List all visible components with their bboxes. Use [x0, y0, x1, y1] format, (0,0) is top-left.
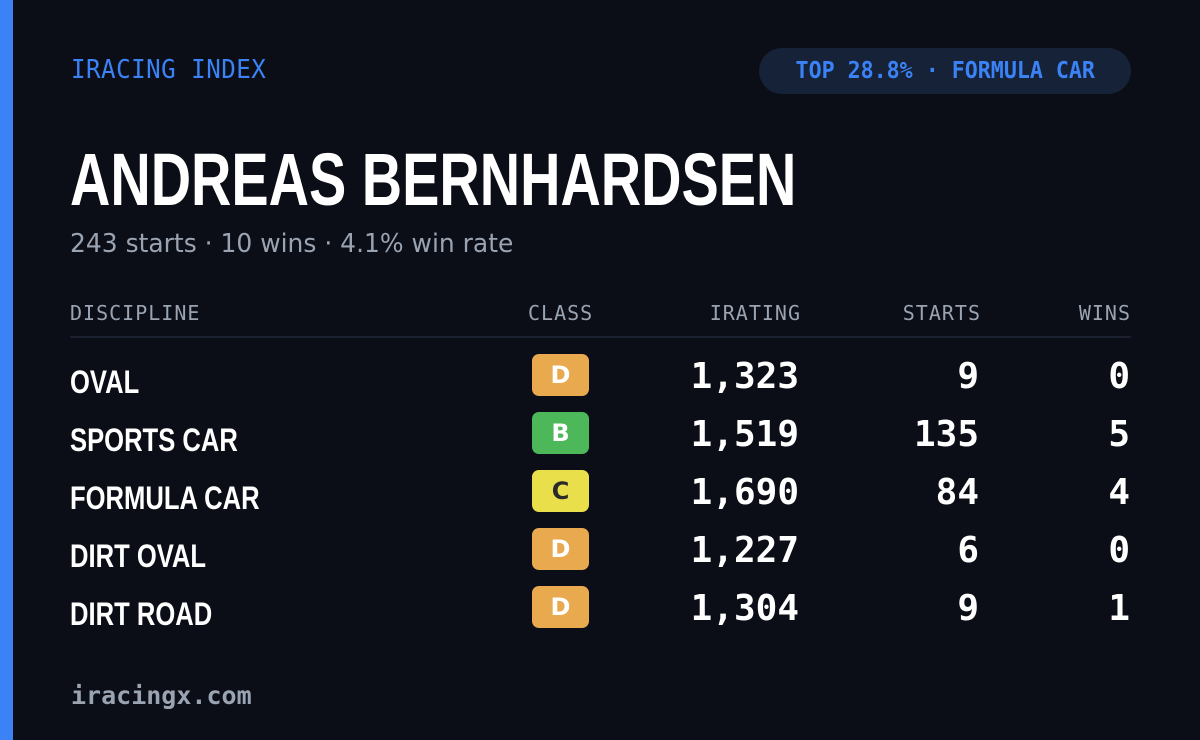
wins-value: 1 — [1108, 588, 1130, 629]
irating-value: 1,690 — [690, 472, 799, 513]
discipline-name: FORMULA CAR — [70, 480, 260, 516]
wins-value: 0 — [1108, 356, 1130, 397]
irating-value: 1,519 — [690, 414, 799, 455]
starts-value: 135 — [913, 414, 979, 455]
irating-value: 1,304 — [690, 588, 799, 629]
class-badge: C — [532, 470, 589, 512]
table-row: OVAL D 1,323 9 0 — [0, 354, 1200, 412]
discipline-name: DIRT ROAD — [70, 596, 213, 632]
class-badge: D — [532, 354, 589, 396]
header-irating: IRATING — [709, 301, 801, 325]
wins-value: 5 — [1108, 414, 1130, 455]
irating-value: 1,227 — [690, 530, 799, 571]
class-badge: D — [532, 586, 589, 628]
table-row: DIRT ROAD D 1,304 9 1 — [0, 586, 1200, 644]
header-class: CLASS — [528, 301, 594, 325]
discipline-name: SPORTS CAR — [70, 422, 238, 458]
starts-value: 6 — [957, 530, 979, 571]
wins-value: 0 — [1108, 530, 1130, 571]
table-row: SPORTS CAR B 1,519 135 5 — [0, 412, 1200, 470]
header-discipline: DISCIPLINE — [70, 301, 201, 325]
accent-bar — [0, 0, 13, 740]
class-badge: D — [532, 528, 589, 570]
brand-label: IRACING INDEX — [71, 55, 267, 85]
starts-value: 9 — [957, 356, 979, 397]
irating-value: 1,323 — [690, 356, 799, 397]
table-row: DIRT OVAL D 1,227 6 0 — [0, 528, 1200, 586]
driver-name: ANDREAS BERNHARDSEN — [70, 138, 797, 221]
discipline-name: DIRT OVAL — [70, 538, 207, 574]
footer-link[interactable]: iracingx.com — [71, 681, 252, 710]
header-divider — [70, 336, 1131, 338]
class-badge: B — [532, 412, 589, 454]
driver-summary: 243 starts · 10 wins · 4.1% win rate — [70, 229, 514, 259]
rank-pill-text: TOP 28.8% · FORMULA CAR — [795, 58, 1095, 84]
discipline-name: OVAL — [70, 364, 140, 400]
header-starts: STARTS — [902, 301, 981, 325]
header-wins: WINS — [1078, 301, 1131, 325]
starts-value: 84 — [935, 472, 979, 513]
table-row: FORMULA CAR C 1,690 84 4 — [0, 470, 1200, 528]
starts-value: 9 — [957, 588, 979, 629]
rank-pill: TOP 28.8% · FORMULA CAR — [759, 48, 1131, 94]
wins-value: 4 — [1108, 472, 1130, 513]
